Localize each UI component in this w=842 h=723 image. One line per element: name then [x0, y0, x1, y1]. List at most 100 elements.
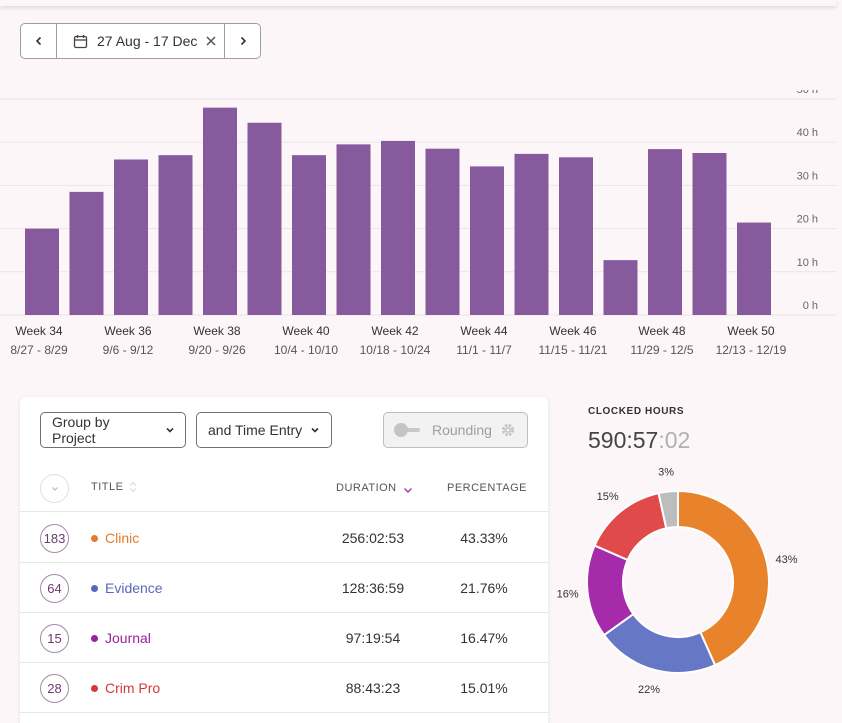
week-bar[interactable] — [336, 144, 371, 315]
group-by-select[interactable]: Group by Project — [40, 412, 186, 448]
project-color-dot — [91, 584, 98, 592]
table-row[interactable]: 15 Journal 97:19:54 16.47% — [20, 613, 548, 663]
rounding-toggle-button[interactable]: Rounding — [383, 412, 528, 448]
donut-slice-label: 16% — [557, 589, 579, 601]
group-by-value: Group by Project — [52, 414, 110, 446]
rounding-switch[interactable] — [394, 423, 422, 437]
gear-icon[interactable] — [500, 422, 516, 438]
x-date-range-label: 10/4 - 10/10 — [274, 343, 338, 357]
chevron-right-icon — [240, 36, 246, 46]
donut-slice[interactable] — [657, 489, 679, 530]
date-range-label: 27 Aug - 17 Dec — [97, 33, 198, 49]
duration-cell: 128:36:59 — [341, 580, 405, 596]
sort-descending-icon — [403, 487, 413, 495]
project-name: Clinic — [91, 530, 139, 546]
clear-range-icon[interactable] — [205, 35, 217, 47]
x-tick-label: Week 48 — [638, 324, 685, 338]
date-range-picker[interactable]: 27 Aug - 17 Dec — [20, 23, 261, 59]
project-color-dot — [91, 534, 98, 542]
entry-count-badge[interactable]: 64 — [40, 574, 69, 603]
x-tick-label: Week 34 — [15, 324, 62, 338]
percentage-cell: 16.47% — [460, 630, 508, 646]
project-share-donut-chart: 43% 22% 16% 15% 3% — [557, 467, 798, 696]
chevron-down-icon — [310, 425, 320, 435]
x-tick-label: Week 44 — [460, 324, 507, 338]
week-bar[interactable] — [692, 153, 727, 315]
week-bar[interactable] — [470, 166, 504, 315]
project-name: Evidence — [91, 580, 163, 596]
week-bar[interactable] — [381, 140, 415, 315]
week-bar[interactable] — [25, 228, 59, 315]
week-bar[interactable] — [737, 222, 771, 315]
entry-count-badge[interactable]: 15 — [40, 624, 69, 653]
rounding-label: Rounding — [432, 422, 492, 438]
entry-count-badge[interactable]: 28 — [40, 674, 69, 703]
table-header: TITLE DURATION PERCENTAGE — [20, 468, 548, 512]
week-bar[interactable] — [603, 260, 638, 315]
project-label: Crim Pro — [105, 680, 161, 696]
donut-slice-label: 3% — [658, 467, 674, 479]
duration-cell: 256:02:53 — [341, 530, 405, 546]
week-bar[interactable] — [514, 153, 549, 315]
title-column-header[interactable]: TITLE — [91, 481, 137, 493]
donut-slice-label: 15% — [597, 491, 619, 503]
week-bar[interactable] — [69, 191, 104, 315]
title-header-label: TITLE — [91, 481, 124, 493]
chevron-down-icon — [51, 486, 58, 491]
project-name: Journal — [91, 630, 151, 646]
clocked-hours-value: 590:57:02 — [588, 427, 690, 454]
clocked-hours-label: CLOCKED HOURS — [588, 406, 685, 417]
duration-column-header[interactable]: DURATION — [336, 482, 413, 495]
week-bar[interactable] — [648, 149, 682, 315]
percentage-cell: 43.33% — [460, 530, 508, 546]
y-tick-label: 0 h — [803, 300, 818, 312]
next-range-button[interactable] — [224, 24, 260, 58]
week-bar[interactable] — [158, 155, 193, 315]
x-date-range-label: 12/13 - 12/19 — [716, 343, 787, 357]
x-tick-label: Week 40 — [282, 324, 329, 338]
donut-slice[interactable] — [677, 489, 770, 667]
project-label: Journal — [105, 630, 151, 646]
report-table-panel: Group by Project and Time Entry Rounding… — [20, 397, 548, 723]
week-bar[interactable] — [247, 122, 282, 315]
expand-all-button[interactable] — [40, 474, 69, 503]
y-tick-label: 10 h — [797, 257, 818, 269]
x-tick-label: Week 38 — [193, 324, 240, 338]
donut-slice-label: 43% — [776, 554, 798, 566]
percentage-cell: 15.01% — [460, 680, 508, 696]
clocked-hours-seconds: :02 — [658, 427, 691, 453]
weekly-hours-bar-chart: 0 h 10 h 20 h 30 h 40 h 50 h Week 34 8/27 - 8/2… — [0, 90, 836, 357]
table-row[interactable]: 183 Clinic 256:02:53 43.33% — [20, 513, 548, 563]
secondary-group-select[interactable]: and Time Entry — [196, 412, 332, 448]
table-row[interactable]: 64 Evidence 128:36:59 21.76% — [20, 563, 548, 613]
x-tick-label: Week 42 — [371, 324, 418, 338]
week-bar[interactable] — [114, 159, 148, 315]
duration-header-label: DURATION — [336, 482, 397, 494]
percentage-column-header[interactable]: PERCENTAGE — [447, 482, 527, 494]
percentage-cell: 21.76% — [460, 580, 508, 596]
donut-slice-label: 22% — [638, 684, 660, 696]
y-tick-label: 30 h — [797, 170, 818, 182]
chevron-left-icon — [35, 36, 41, 46]
week-bar[interactable] — [559, 157, 593, 315]
top-toolbar-shadow — [0, 0, 836, 6]
x-date-range-label: 9/6 - 9/12 — [103, 343, 154, 357]
week-bar[interactable] — [292, 155, 326, 315]
y-tick-label: 50 h — [797, 90, 818, 96]
week-bar[interactable] — [425, 148, 460, 315]
x-tick-label: Week 36 — [104, 324, 151, 338]
entry-count-badge[interactable]: 183 — [40, 524, 69, 553]
calendar-icon — [73, 34, 88, 49]
project-color-dot — [91, 684, 98, 692]
x-date-range-label: 8/27 - 8/29 — [10, 343, 68, 357]
x-date-range-label: 9/20 - 9/26 — [188, 343, 246, 357]
clocked-hours-main: 590:57 — [588, 427, 659, 453]
table-row[interactable]: 28 Crim Pro 88:43:23 15.01% — [20, 663, 548, 713]
date-range-display[interactable]: 27 Aug - 17 Dec — [57, 33, 224, 49]
week-bar[interactable] — [203, 107, 237, 315]
y-tick-label: 40 h — [797, 127, 818, 139]
project-color-dot — [91, 634, 98, 642]
x-tick-label: Week 50 — [727, 324, 774, 338]
duration-cell: 97:19:54 — [345, 630, 401, 646]
previous-range-button[interactable] — [21, 24, 57, 58]
